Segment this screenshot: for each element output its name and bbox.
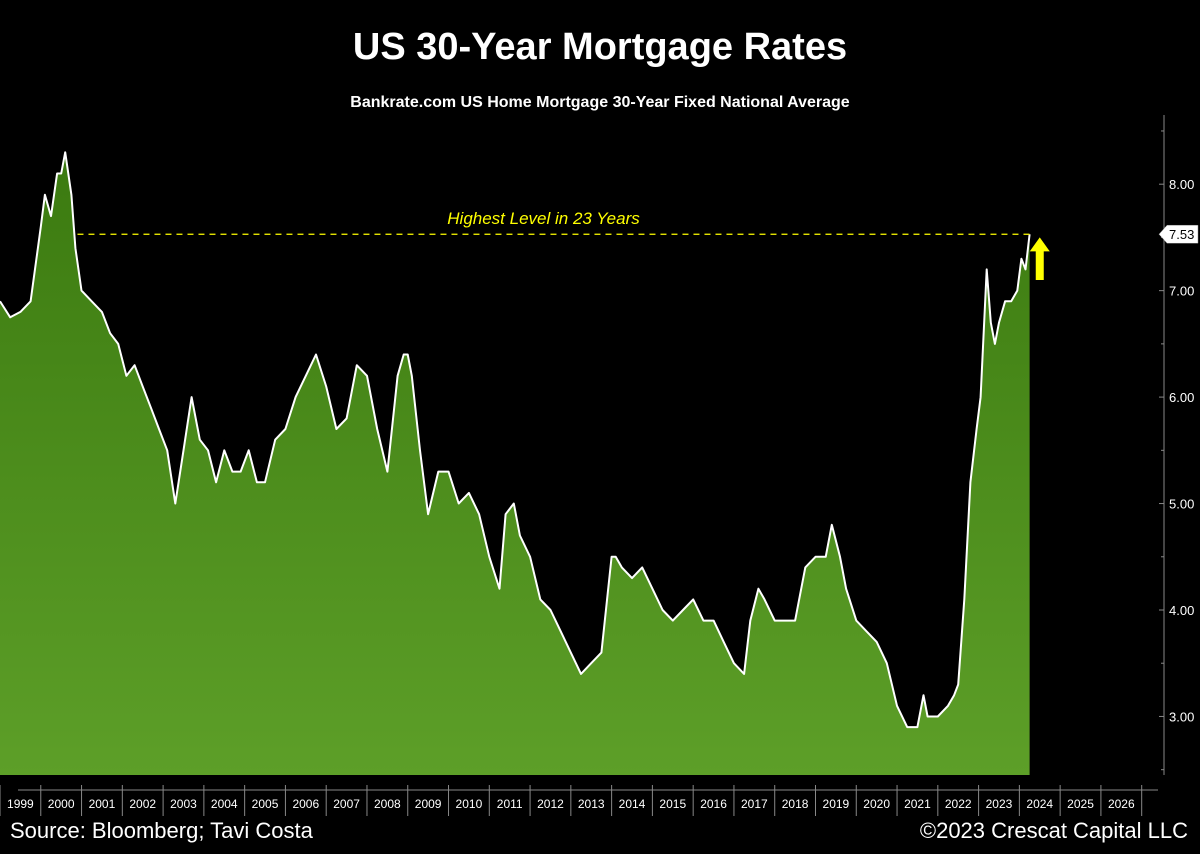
footer-source: Source: Bloomberg; Tavi Costa bbox=[10, 818, 313, 843]
up-arrow-icon bbox=[1029, 237, 1050, 280]
annotation-label: Highest Level in 23 Years bbox=[447, 209, 640, 228]
x-tick-label: 2000 bbox=[48, 797, 75, 811]
footer-copyright: ©2023 Crescat Capital LLC bbox=[919, 818, 1188, 843]
x-tick-label: 2014 bbox=[619, 797, 646, 811]
x-tick-label: 2004 bbox=[211, 797, 238, 811]
x-tick-label: 2016 bbox=[700, 797, 727, 811]
x-tick-label: 2023 bbox=[986, 797, 1013, 811]
y-tick-label: 4.00 bbox=[1169, 603, 1194, 618]
x-tick-label: 2015 bbox=[659, 797, 686, 811]
x-tick-label: 2026 bbox=[1108, 797, 1135, 811]
y-tick-label: 3.00 bbox=[1169, 709, 1194, 724]
x-tick-label: 2003 bbox=[170, 797, 197, 811]
x-tick-label: 2012 bbox=[537, 797, 564, 811]
y-tick-label: 7.00 bbox=[1169, 284, 1194, 299]
y-tick-label: 8.00 bbox=[1169, 177, 1194, 192]
x-tick-label: 2005 bbox=[252, 797, 279, 811]
x-tick-label: 2019 bbox=[823, 797, 850, 811]
x-tick-label: 2022 bbox=[945, 797, 972, 811]
x-tick-label: 2018 bbox=[782, 797, 809, 811]
x-tick-label: 2013 bbox=[578, 797, 605, 811]
x-tick-label: 2024 bbox=[1026, 797, 1053, 811]
x-tick-label: 2017 bbox=[741, 797, 768, 811]
last-value-label: 7.53 bbox=[1169, 227, 1194, 242]
chart-subtitle: Bankrate.com US Home Mortgage 30-Year Fi… bbox=[350, 94, 850, 111]
series-line bbox=[0, 151, 1031, 729]
x-tick-label: 2009 bbox=[415, 797, 442, 811]
x-tick-label: 2007 bbox=[333, 797, 360, 811]
x-tick-label: 1999 bbox=[7, 797, 34, 811]
x-tick-label: 2006 bbox=[292, 797, 319, 811]
x-tick-label: 2001 bbox=[89, 797, 116, 811]
x-tick-label: 2020 bbox=[863, 797, 890, 811]
x-tick-label: 2010 bbox=[456, 797, 483, 811]
y-tick-label: 6.00 bbox=[1169, 390, 1194, 405]
y-tick-label: 5.00 bbox=[1169, 497, 1194, 512]
x-tick-label: 2011 bbox=[497, 797, 523, 811]
x-tick-label: 2021 bbox=[904, 797, 931, 811]
chart-title: US 30-Year Mortgage Rates bbox=[352, 26, 848, 68]
x-tick-label: 2025 bbox=[1067, 797, 1094, 811]
area-fill bbox=[0, 152, 1030, 776]
x-tick-label: 2002 bbox=[129, 797, 156, 811]
last-value-box bbox=[1158, 224, 1199, 244]
x-tick-label: 2008 bbox=[374, 797, 401, 811]
